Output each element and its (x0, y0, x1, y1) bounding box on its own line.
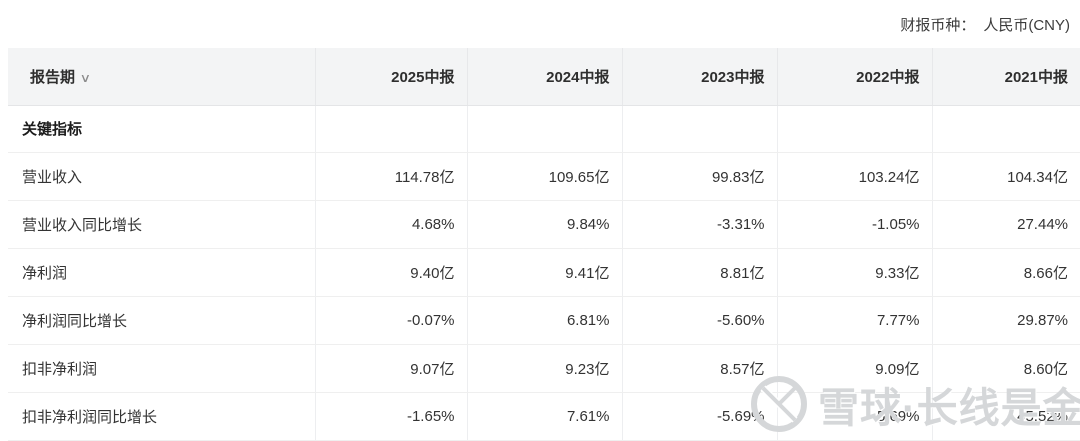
row-label: 扣非净利润同比增长 (8, 392, 315, 441)
column-header-2024: 2024中报 (466, 48, 622, 106)
cell-value: 6.81% (466, 296, 622, 345)
cell-value: 8.60亿 (931, 344, 1080, 393)
cell-value: 9.23亿 (466, 344, 622, 393)
column-header-2025: 2025中报 (314, 48, 467, 106)
table-row-revenue-yoy: 营业收入同比增长 4.68% 9.84% -3.31% -1.05% 27.44… (8, 200, 1080, 249)
cell-value: -0.07% (314, 296, 467, 345)
column-header-2022: 2022中报 (776, 48, 932, 106)
cell-value: -3.31% (621, 200, 777, 249)
cell-value: 7.77% (776, 296, 932, 345)
cell-value: -1.65% (314, 392, 467, 441)
section-title: 关键指标 (8, 105, 315, 153)
cell-value: -1.05% (776, 200, 932, 249)
table-row-adjusted-net-profit-yoy: 扣非净利润同比增长 -1.65% 7.61% -5.69% 5.69% 45.5… (8, 392, 1080, 441)
cell-value: 9.40亿 (314, 248, 467, 297)
currency-value: 人民币(CNY) (983, 16, 1070, 34)
table-row-adjusted-net-profit: 扣非净利润 9.07亿 9.23亿 8.57亿 9.09亿 8.60亿 (8, 344, 1080, 393)
cell-value: 7.61% (466, 392, 622, 441)
cell-value: 8.81亿 (621, 248, 777, 297)
report-period-label: 报告期 (30, 68, 76, 86)
cell-value: 29.87% (931, 296, 1080, 345)
table-row-net-profit-yoy: 净利润同比增长 -0.07% 6.81% -5.60% 7.77% 29.87% (8, 296, 1080, 345)
row-label: 净利润同比增长 (8, 296, 315, 345)
cell-value: 9.41亿 (466, 248, 622, 297)
cell-value: 9.07亿 (314, 344, 467, 393)
row-label: 营业收入同比增长 (8, 200, 315, 249)
cell-value: 45.52% (931, 392, 1080, 441)
row-label: 扣非净利润 (8, 344, 315, 393)
table-header-row: 报告期 ∨ 2025中报 2024中报 2023中报 2022中报 2021中报 (8, 48, 1080, 106)
cell-value: 8.57亿 (621, 344, 777, 393)
cell-value: 9.33亿 (776, 248, 932, 297)
table-row-revenue: 营业收入 114.78亿 109.65亿 99.83亿 103.24亿 104.… (8, 152, 1080, 201)
table-row-net-profit: 净利润 9.40亿 9.41亿 8.81亿 9.33亿 8.66亿 (8, 248, 1080, 297)
cell-value: 114.78亿 (314, 152, 467, 201)
report-period-dropdown[interactable]: 报告期 ∨ (8, 48, 315, 106)
row-label: 营业收入 (8, 152, 315, 201)
cell-value: -5.69% (621, 392, 777, 441)
cell-value: 9.09亿 (776, 344, 932, 393)
cell-value: 103.24亿 (776, 152, 932, 201)
cell-value: -5.60% (621, 296, 777, 345)
currency-label: 财报币种： (900, 16, 976, 34)
cell-value: 109.65亿 (466, 152, 622, 201)
cell-value: 99.83亿 (621, 152, 777, 201)
cell-value: 4.68% (314, 200, 467, 249)
column-header-2023: 2023中报 (621, 48, 777, 106)
cell-value: 104.34亿 (931, 152, 1080, 201)
cell-value: 9.84% (466, 200, 622, 249)
row-label: 净利润 (8, 248, 315, 297)
financial-report-table: 报告期 ∨ 2025中报 2024中报 2023中报 2022中报 2021中报 … (8, 48, 1080, 441)
currency-bar: 财报币种： 人民币(CNY) (0, 0, 1080, 48)
section-row-key-indicators: 关键指标 (8, 105, 1080, 153)
cell-value: 5.69% (776, 392, 932, 441)
cell-value: 8.66亿 (931, 248, 1080, 297)
cell-value: 27.44% (931, 200, 1080, 249)
chevron-down-icon: ∨ (79, 70, 92, 85)
column-header-2021: 2021中报 (931, 48, 1080, 106)
